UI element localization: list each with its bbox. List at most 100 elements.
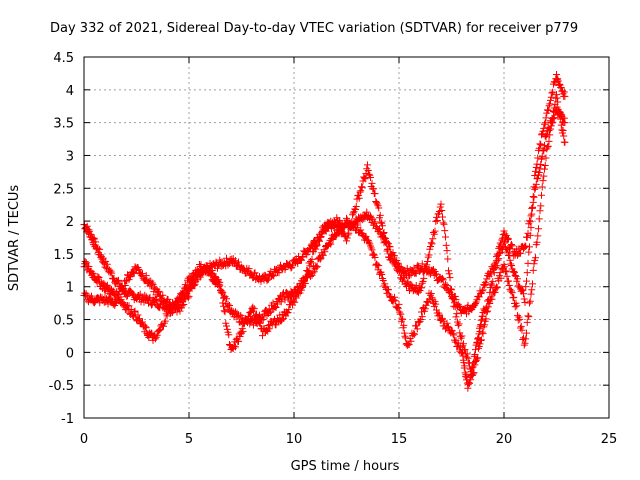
data-point xyxy=(483,303,491,311)
data-point xyxy=(442,233,449,241)
data-point xyxy=(525,313,533,321)
data-point xyxy=(418,279,426,287)
data-point xyxy=(361,175,369,183)
data-point xyxy=(161,317,169,325)
data-point xyxy=(344,231,352,239)
data-point xyxy=(513,302,521,310)
data-point xyxy=(358,183,366,191)
data-point xyxy=(428,240,436,248)
data-point xyxy=(421,305,429,313)
data-point xyxy=(559,87,566,95)
data-point xyxy=(523,318,531,326)
data-point xyxy=(289,297,297,305)
data-point xyxy=(129,312,137,320)
data-point xyxy=(312,245,320,253)
x-tick-label: 25 xyxy=(601,432,618,447)
data-point xyxy=(433,217,441,225)
data-point xyxy=(448,290,456,298)
data-point xyxy=(508,242,516,250)
data-point xyxy=(156,326,164,334)
data-point xyxy=(274,300,281,308)
data-point xyxy=(155,327,163,335)
data-point xyxy=(448,286,455,294)
data-point xyxy=(389,249,397,257)
data-point xyxy=(127,272,134,280)
data-point xyxy=(474,354,482,362)
data-point xyxy=(117,296,125,304)
data-point xyxy=(496,269,504,277)
data-point xyxy=(304,274,311,282)
data-point xyxy=(503,272,511,280)
data-point xyxy=(463,353,470,361)
data-point xyxy=(232,257,239,265)
data-point xyxy=(375,262,383,270)
data-point xyxy=(529,193,537,201)
data-point xyxy=(385,286,392,294)
data-point xyxy=(464,354,472,362)
data-point xyxy=(468,364,476,372)
data-point xyxy=(400,329,408,337)
data-point xyxy=(406,272,413,280)
data-point xyxy=(526,297,534,305)
data-point xyxy=(482,304,490,312)
data-point xyxy=(367,214,375,222)
data-point xyxy=(232,343,239,351)
data-point xyxy=(523,329,530,337)
data-point xyxy=(81,258,89,266)
data-point xyxy=(514,316,522,324)
data-point xyxy=(363,208,371,216)
data-point xyxy=(533,238,541,246)
data-point xyxy=(488,295,496,303)
data-point xyxy=(526,218,534,226)
data-point xyxy=(486,300,494,308)
data-point xyxy=(456,302,464,310)
data-point xyxy=(316,255,324,263)
data-point xyxy=(417,315,425,323)
data-point xyxy=(405,341,413,349)
data-point xyxy=(301,279,309,287)
data-point xyxy=(466,373,474,381)
data-point xyxy=(524,312,532,320)
data-point xyxy=(442,280,449,288)
data-point xyxy=(375,204,383,212)
data-point xyxy=(558,126,566,134)
data-point xyxy=(536,207,544,215)
y-tick-label: -1 xyxy=(61,412,74,427)
data-point xyxy=(439,274,446,282)
data-point xyxy=(527,212,535,220)
data-point xyxy=(544,107,552,115)
y-tick-label: -0.5 xyxy=(49,379,74,394)
data-point xyxy=(557,121,565,129)
data-point xyxy=(466,379,473,387)
data-point xyxy=(534,232,542,240)
data-point xyxy=(115,276,122,284)
data-point xyxy=(233,309,241,317)
data-point xyxy=(145,294,153,302)
data-point xyxy=(142,324,150,332)
data-point xyxy=(239,328,247,336)
data-point xyxy=(299,253,307,261)
data-point xyxy=(103,281,111,289)
data-point xyxy=(349,211,356,219)
data-point xyxy=(424,298,432,306)
data-point xyxy=(176,307,184,315)
data-point xyxy=(292,293,299,301)
data-point xyxy=(392,261,400,269)
data-point xyxy=(217,287,224,295)
data-point xyxy=(381,237,389,245)
data-point xyxy=(463,350,471,358)
data-point xyxy=(253,310,260,318)
data-point xyxy=(511,268,518,276)
data-point xyxy=(505,277,512,285)
data-point xyxy=(139,270,146,278)
data-point xyxy=(182,283,190,291)
data-point xyxy=(92,238,100,246)
data-points xyxy=(80,71,569,392)
data-point xyxy=(538,183,546,191)
data-point xyxy=(247,308,254,316)
data-point xyxy=(472,346,479,354)
data-point xyxy=(438,275,446,283)
data-point xyxy=(265,325,273,333)
y-tick-label: 1.5 xyxy=(53,248,74,263)
data-point xyxy=(487,270,495,278)
